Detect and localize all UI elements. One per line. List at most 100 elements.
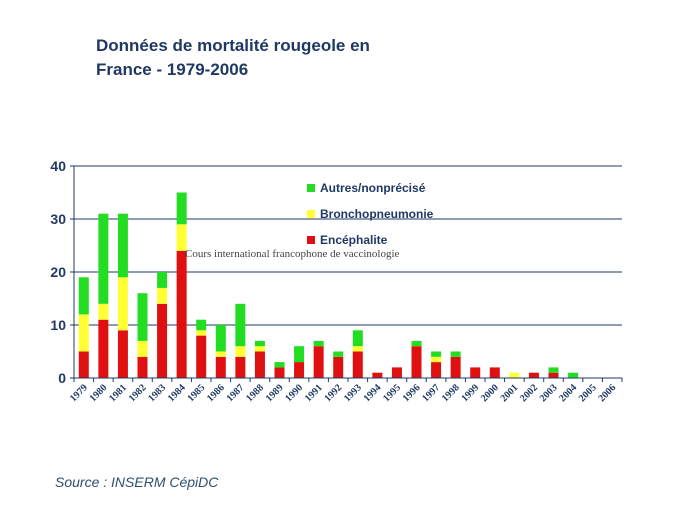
- legend-swatch-broncho: [307, 210, 315, 218]
- bar-1989-encephalite: [274, 367, 285, 378]
- x-tick-label: 2000: [479, 382, 501, 404]
- x-tick-label: 1993: [342, 382, 364, 404]
- x-tick-label: 1994: [362, 382, 384, 404]
- bar-2003-autres: [548, 367, 559, 373]
- bar-1987-encephalite: [235, 356, 246, 378]
- gridlines: [74, 165, 622, 379]
- bar-1982-encephalite: [137, 356, 148, 378]
- x-tick-label: 1982: [127, 382, 149, 404]
- chart-title-line-1: Données de mortalité rougeole en: [96, 36, 370, 55]
- bar-1985-autres: [196, 319, 207, 331]
- bar-1983-autres: [157, 272, 168, 288]
- x-tick-label: 1985: [185, 382, 207, 404]
- bar-1999-encephalite: [470, 367, 481, 378]
- x-tick-label: 1988: [244, 382, 266, 404]
- bar-1983-encephalite: [157, 303, 168, 378]
- bar-1981-autres: [117, 213, 128, 278]
- bar-1987-broncho: [235, 346, 246, 357]
- bar-1989-autres: [274, 362, 285, 368]
- x-tick-label: 1983: [146, 382, 168, 404]
- y-tick-label: 10: [50, 317, 66, 333]
- x-tick-label: 2002: [518, 382, 540, 404]
- bar-1993-encephalite: [352, 351, 363, 378]
- bar-1997-autres: [431, 351, 442, 357]
- bar-1983-broncho: [157, 287, 168, 304]
- bar-1982-autres: [137, 293, 148, 341]
- x-tick-label: 1987: [225, 382, 247, 404]
- y-tick-label: 40: [50, 158, 66, 174]
- bar-2000-encephalite: [489, 367, 500, 378]
- bar-2004-autres: [568, 372, 579, 378]
- y-tick-label: 20: [50, 264, 66, 280]
- bar-1996-encephalite: [411, 346, 422, 378]
- x-tick-label: 1980: [88, 382, 110, 404]
- bar-1984-encephalite: [176, 250, 187, 378]
- chart-title: Données de mortalité rougeole en France …: [96, 34, 370, 82]
- bar-1988-autres: [254, 340, 265, 347]
- bar-2003-encephalite: [548, 372, 559, 378]
- x-tick-label: 1992: [322, 382, 344, 404]
- source-note: Source : INSERM CépiDC: [55, 474, 219, 490]
- x-tick-label: 1979: [68, 382, 90, 404]
- bar-1984-broncho: [176, 224, 187, 251]
- x-tick-label: 1991: [303, 382, 325, 404]
- bar-2002-encephalite: [528, 372, 539, 378]
- bar-1986-autres: [215, 325, 226, 352]
- x-tick-label: 2001: [499, 382, 521, 404]
- bar-1991-autres: [313, 340, 324, 347]
- bar-1981-encephalite: [117, 330, 128, 378]
- y-tick-label: 0: [58, 370, 66, 386]
- bar-1993-autres: [352, 330, 363, 347]
- bar-1992-autres: [333, 351, 344, 357]
- bar-1982-broncho: [137, 340, 148, 357]
- legend-label-encephalite: Encéphalite: [320, 233, 388, 247]
- bar-1979-encephalite: [78, 351, 89, 378]
- y-axis: 0 10 20 30 40: [50, 158, 75, 386]
- x-tick-label: 1986: [205, 382, 227, 404]
- bar-1980-autres: [98, 213, 109, 304]
- legend-label-autres: Autres/nonprécisé: [320, 181, 426, 195]
- bar-1990-autres: [294, 346, 305, 363]
- bar-1984-autres: [176, 192, 187, 225]
- bar-1994-encephalite: [372, 372, 383, 378]
- bar-1980-broncho: [98, 303, 109, 320]
- bar-1980-encephalite: [98, 319, 109, 378]
- x-axis: 1979198019811982198319841985198619871988…: [68, 377, 623, 404]
- x-tick-label: 2004: [557, 382, 579, 404]
- legend-swatch-encephalite: [307, 236, 315, 244]
- bar-1996-autres: [411, 340, 422, 347]
- x-tick-label: 2006: [596, 382, 618, 404]
- bar-1993-broncho: [352, 346, 363, 352]
- bar-2001-broncho: [509, 372, 520, 378]
- y-tick-label: 30: [50, 211, 66, 227]
- x-tick-label: 1998: [440, 382, 462, 404]
- bar-1985-encephalite: [196, 335, 207, 378]
- bar-1979-broncho: [78, 314, 89, 352]
- bar-1986-broncho: [215, 351, 226, 357]
- x-tick-label: 1997: [420, 382, 442, 404]
- x-tick-label: 1981: [107, 382, 129, 404]
- bar-1979-autres: [78, 277, 89, 315]
- bar-1992-encephalite: [333, 356, 344, 378]
- x-tick-label: 1996: [401, 382, 423, 404]
- legend-swatch-autres: [307, 184, 315, 192]
- x-tick-label: 1984: [166, 382, 188, 404]
- x-tick-label: 2005: [577, 382, 599, 404]
- bar-1991-encephalite: [313, 346, 324, 378]
- bars: [78, 192, 579, 378]
- bar-1998-encephalite: [450, 356, 461, 378]
- x-tick-label: 1990: [283, 382, 305, 404]
- legend: Autres/nonprécisé Bronchopneumonie Encépha…: [307, 181, 434, 247]
- x-tick-label: 1995: [381, 382, 403, 404]
- bar-1997-broncho: [431, 356, 442, 363]
- bar-1988-broncho: [254, 346, 265, 352]
- watermark-text: Cours international francophone de vacci…: [185, 248, 400, 260]
- chart-title-line-2: France - 1979-2006: [96, 60, 249, 79]
- x-tick-label: 2003: [538, 382, 560, 404]
- bar-1988-encephalite: [254, 351, 265, 378]
- bar-1998-autres: [450, 351, 461, 357]
- bar-1986-encephalite: [215, 356, 226, 378]
- x-tick-label: 1989: [264, 382, 286, 404]
- bar-1995-encephalite: [391, 367, 402, 378]
